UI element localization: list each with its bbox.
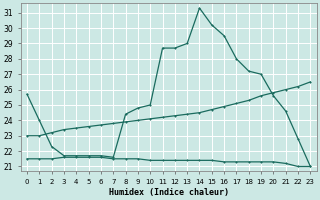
X-axis label: Humidex (Indice chaleur): Humidex (Indice chaleur) bbox=[109, 188, 229, 197]
